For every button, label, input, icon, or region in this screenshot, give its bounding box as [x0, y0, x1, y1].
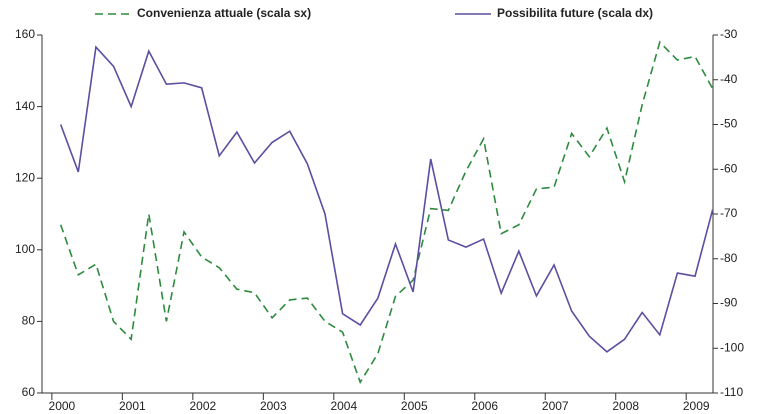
y2-tick-label: -90	[720, 296, 738, 310]
y-tick-label: 120	[15, 170, 35, 184]
x-tick-label: 2007	[542, 399, 569, 413]
y-tick-label: 80	[22, 314, 36, 328]
y-tick-label: 100	[15, 242, 35, 256]
x-tick-label: 2004	[330, 399, 357, 413]
x-tick-label: 2001	[119, 399, 146, 413]
x-tick-label: 2003	[260, 399, 287, 413]
x-tick-label: 2005	[401, 399, 428, 413]
y2-tick-label: -100	[720, 340, 744, 354]
line-series	[59, 45, 714, 353]
legend-label: Convenienza attuale (scala sx)	[137, 6, 311, 20]
x-tick-label: 2008	[612, 399, 639, 413]
y2-tick-label: -50	[720, 117, 738, 131]
legend-label: Possibilita future (scala dx)	[497, 6, 653, 20]
y2-tick-label: -80	[720, 251, 738, 265]
x-tick-label: 2000	[49, 399, 76, 413]
y2-tick-label: -30	[720, 27, 738, 41]
y-tick-label: 140	[15, 99, 35, 113]
y2-tick-label: -70	[720, 206, 738, 220]
line-series	[59, 40, 714, 385]
x-tick-label: 2006	[471, 399, 498, 413]
y-tick-label: 160	[15, 27, 35, 41]
y-tick-label: 60	[22, 385, 36, 399]
x-tick-label: 2009	[683, 399, 710, 413]
y2-tick-label: -40	[720, 72, 738, 86]
y2-tick-label: -110	[720, 385, 743, 399]
y2-tick-label: -60	[720, 161, 738, 175]
x-tick-label: 2002	[189, 399, 216, 413]
